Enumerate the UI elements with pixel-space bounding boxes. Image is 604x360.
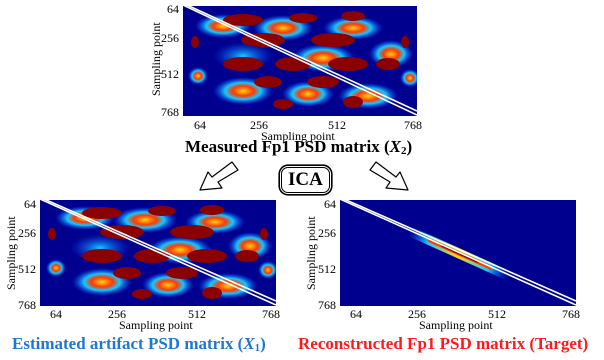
artifact-xtick-768: 768	[262, 307, 280, 321]
measured-title: Measured Fp1 PSD matrix (X2)	[185, 137, 412, 161]
artifact-ylabel: Sampling point	[4, 216, 18, 290]
artifact-xtick-512: 512	[188, 307, 206, 321]
artifact-xtick-64: 64	[50, 307, 62, 321]
measured-title-prefix: Measured Fp1 PSD matrix (	[185, 137, 390, 156]
reconstructed-ytick-768: 768	[318, 298, 336, 312]
measured-ytick-256: 256	[161, 31, 179, 45]
measured-ytick-64: 64	[167, 2, 179, 16]
reconstructed-xtick-256: 256	[408, 307, 426, 321]
measured-xlabel: Sampling point	[261, 129, 335, 143]
artifact-title-var: X	[243, 334, 255, 353]
measured-xtick-768: 768	[404, 118, 422, 132]
reconstructed-ytick-512: 512	[318, 262, 336, 276]
reconstructed-ytick-256: 256	[318, 226, 336, 240]
measured-ytick-768: 768	[161, 105, 179, 119]
reconstructed-ylabel: Sampling point	[304, 216, 318, 290]
reconstructed-panel: 64 256 512 768 Sampling point 64 256 512…	[300, 190, 604, 335]
measured-panel: 64 256 512 768 Sampling point 64 256 512…	[149, 0, 440, 162]
artifact-title-suffix: )	[260, 334, 266, 353]
measured-title-sub: 2	[400, 145, 407, 157]
measured-ytick-512: 512	[161, 67, 179, 81]
artifact-heatmap	[40, 200, 276, 306]
reconstructed-title: Reconstructed Fp1 PSD matrix (Target)	[298, 334, 589, 353]
reconstructed-xtick-64: 64	[350, 307, 362, 321]
reconstructed-ytick-64: 64	[324, 197, 336, 211]
measured-xtick-64: 64	[194, 118, 206, 132]
artifact-title-sub: 1	[254, 342, 261, 354]
artifact-ytick-64: 64	[24, 197, 36, 211]
measured-ylabel: Sampling point	[149, 22, 163, 96]
artifact-ytick-768: 768	[18, 298, 36, 312]
arrow-down-right-icon	[369, 161, 409, 191]
reconstructed-heatmap	[340, 200, 576, 306]
artifact-title: Estimated artifact PSD matrix (X1)	[12, 334, 266, 358]
ica-label: ICA	[281, 167, 330, 193]
reconstructed-xtick-768: 768	[562, 307, 580, 321]
reconstructed-xlabel: Sampling point	[419, 318, 493, 332]
measured-title-var: X	[389, 137, 401, 156]
measured-title-suffix: )	[406, 137, 413, 156]
artifact-ytick-256: 256	[18, 226, 36, 240]
arrow-down-left-icon	[199, 161, 239, 191]
artifact-ytick-512: 512	[18, 262, 36, 276]
measured-xtick-256: 256	[250, 118, 268, 132]
measured-xtick-512: 512	[328, 118, 346, 132]
artifact-title-prefix: Estimated artifact PSD matrix (	[12, 334, 244, 353]
measured-heatmap	[183, 6, 417, 116]
artifact-xlabel: Sampling point	[119, 318, 193, 332]
artifact-panel: 64 256 512 768 Sampling point 64 256 512…	[0, 190, 300, 335]
artifact-xtick-256: 256	[108, 307, 126, 321]
reconstructed-xtick-512: 512	[488, 307, 506, 321]
